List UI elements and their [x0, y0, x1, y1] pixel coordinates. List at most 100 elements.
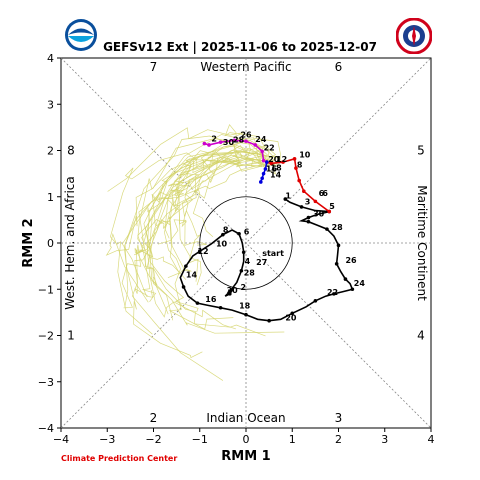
- observed-track-day-label: 12: [197, 247, 208, 256]
- y-tick-label: −1: [38, 283, 54, 296]
- observed-track-day-label: 2: [240, 283, 246, 292]
- ensemble-member: [167, 145, 269, 279]
- x-tick-label: −2: [145, 433, 161, 446]
- observed-track-point: [306, 219, 311, 224]
- y-tick-label: −2: [38, 330, 54, 343]
- ensemble-member: [107, 124, 277, 192]
- phase-label-1: 1: [67, 329, 75, 343]
- forecast-blue-track-point: [261, 171, 266, 176]
- observed-track-day-label: 26: [345, 256, 357, 265]
- phase-label-5: 5: [417, 144, 425, 158]
- observed-track-point: [350, 287, 355, 292]
- forecast-magenta-track-day-label: 30: [223, 138, 235, 147]
- forecast-magenta-track-point: [253, 143, 258, 147]
- forecast-blue-track-day-label: 12: [276, 155, 287, 164]
- ensemble-member: [110, 152, 263, 335]
- phase-label-8: 8: [67, 144, 75, 158]
- forecast-magenta-track-point: [244, 139, 248, 144]
- region-label-top: Western Pacific: [200, 60, 291, 74]
- y-tick-label: 4: [47, 52, 54, 65]
- ensemble-member: [146, 154, 266, 337]
- observed-track-point: [218, 305, 223, 310]
- observed-track-day-label: 16: [205, 295, 217, 304]
- x-tick-label: 2: [335, 433, 342, 446]
- observed-track-day-label: 5: [329, 202, 335, 211]
- forecast-red-track-point: [294, 166, 298, 170]
- ensemble-member: [105, 138, 267, 303]
- observed-track-point: [313, 299, 318, 303]
- observed-track-point: [336, 243, 341, 248]
- x-tick-label: 3: [381, 433, 388, 446]
- observed-track-day-label: 24: [354, 279, 366, 288]
- observed-track-point: [239, 268, 244, 273]
- forecast-red-track-point: [302, 189, 306, 193]
- observed-track-day-label: 6: [244, 228, 250, 237]
- y-tick-label: 1: [47, 191, 54, 204]
- phase-label-3: 3: [335, 411, 343, 425]
- observed-track-day-label: start: [262, 249, 284, 258]
- ensemble-member: [145, 157, 285, 334]
- forecast-magenta-track-day-label: 24: [255, 135, 267, 144]
- observed-track-day-label: 20: [285, 314, 297, 323]
- forecast-magenta-track-day-label: 2: [211, 134, 217, 143]
- observed-track-point: [290, 311, 295, 316]
- ensemble-member: [134, 150, 262, 286]
- forecast-red-track-point: [297, 178, 301, 183]
- x-tick-label: 0: [243, 433, 250, 446]
- observed-track-point: [334, 262, 339, 266]
- x-tick-label: −3: [99, 433, 115, 446]
- observed-track-day-label: 10: [216, 240, 228, 249]
- observed-track-point: [299, 205, 304, 209]
- observed-track-point: [325, 227, 329, 231]
- observed-track-point: [244, 312, 248, 317]
- observed-track-point: [195, 301, 200, 305]
- observed-track-point: [267, 318, 271, 323]
- observed-track-day-label: 14: [186, 271, 198, 280]
- observed-track-day-label: 28: [332, 223, 344, 232]
- observed-track-point: [332, 292, 336, 296]
- forecast-blue-track-day-label: 16: [266, 164, 278, 173]
- phase-label-6: 6: [335, 60, 343, 74]
- forecast-red-track-day-label: 10: [299, 150, 311, 159]
- x-tick-label: 1: [289, 433, 296, 446]
- observed-track-line: [179, 198, 354, 322]
- ensemble-member: [164, 158, 272, 330]
- x-tick-label: 4: [428, 433, 435, 446]
- forecast-red-track-point: [327, 209, 332, 214]
- observed-track-day-label: 6: [319, 189, 325, 198]
- observed-track-point: [184, 264, 188, 268]
- observed-track-day-label: 30: [227, 286, 239, 295]
- observed-track-point: [237, 231, 241, 236]
- phase-label-2: 2: [150, 411, 158, 425]
- ensemble-member: [137, 151, 262, 303]
- forecast-magenta-track-day-label: 28: [233, 136, 245, 145]
- ensemble-member: [137, 147, 271, 280]
- observed-track-day-label: 22: [327, 288, 338, 297]
- observed-track-day-label: 30: [313, 210, 325, 219]
- y-tick-label: 3: [47, 98, 54, 111]
- ensemble-member: [167, 144, 272, 187]
- region-label-left: West. Hem. and Africa: [63, 176, 77, 309]
- nws-logo: [395, 17, 433, 55]
- forecast-magenta-track-day-label: 22: [264, 144, 275, 153]
- forecast-red-track-point: [313, 199, 318, 204]
- observed-track-day-label: 18: [239, 302, 251, 311]
- forecast-magenta-track-point: [218, 140, 223, 144]
- forecast-magenta-track-day-label: 26: [240, 131, 252, 140]
- y-tick-label: −4: [38, 422, 54, 435]
- region-label-bottom: Indian Ocean: [206, 411, 285, 425]
- ensemble-member: [146, 134, 270, 330]
- unit-circle: [199, 196, 293, 290]
- observed-track-day-label: 1: [285, 192, 291, 201]
- y-axis-label: RMM 2: [21, 218, 36, 267]
- forecast-blue-track-point: [265, 160, 269, 164]
- forecast-magenta-track-point: [261, 158, 266, 163]
- observed-track-point: [181, 285, 186, 289]
- forecast-red-track-point: [292, 157, 297, 161]
- observed-track-point: [241, 250, 246, 255]
- observed-track-day-label: 3: [305, 198, 311, 207]
- observed-track-day-label: 28: [244, 268, 256, 277]
- x-tick-label: −1: [192, 433, 208, 446]
